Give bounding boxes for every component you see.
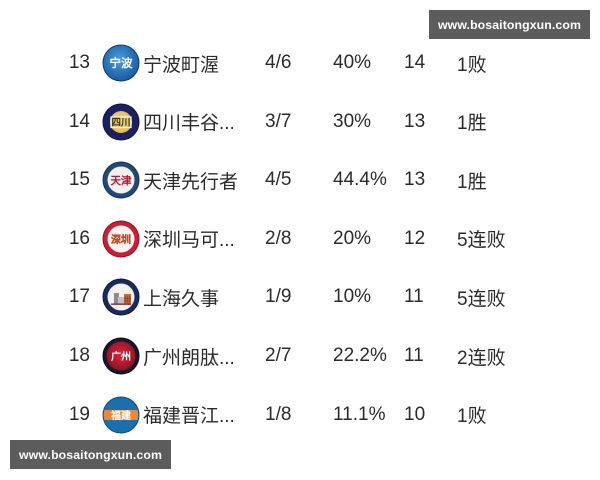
svg-text:天津: 天津: [111, 174, 132, 187]
svg-text:福建: 福建: [110, 409, 132, 422]
svg-text:四川: 四川: [111, 117, 130, 128]
svg-text:宁波: 宁波: [110, 56, 133, 70]
svg-text:深圳: 深圳: [111, 233, 131, 246]
svg-text:广州: 广州: [111, 350, 131, 363]
